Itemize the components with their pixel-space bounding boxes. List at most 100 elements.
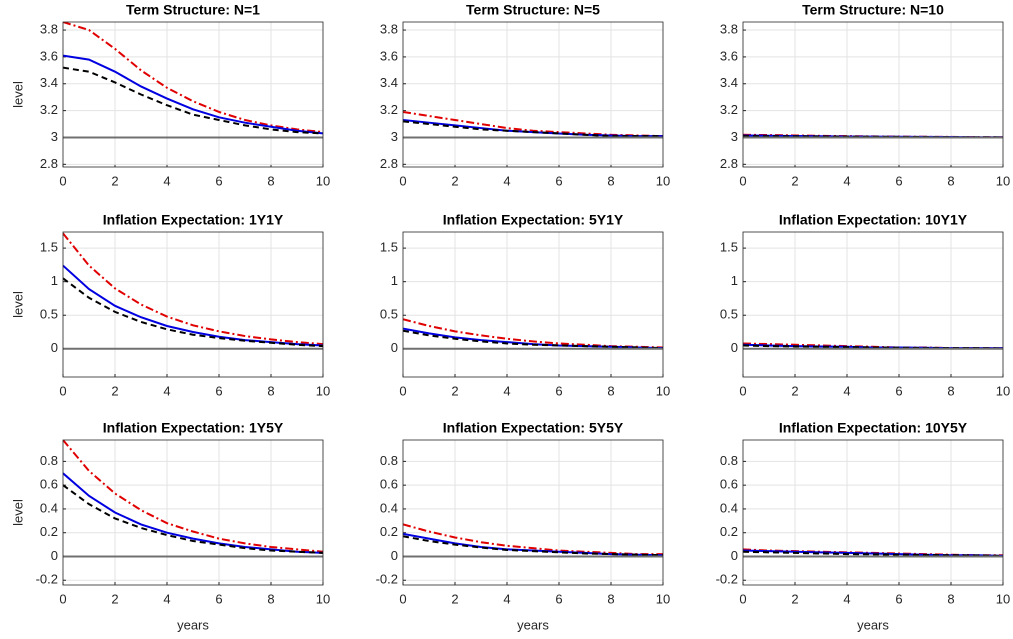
y-tick-label: 0.6 (380, 477, 398, 492)
plot-area (403, 22, 663, 167)
y-tick-label: 3.8 (380, 21, 398, 36)
plot-area (63, 22, 323, 167)
x-tick-label: 10 (656, 173, 670, 188)
y-tick-label: 0.4 (40, 500, 58, 515)
x-tick-label: 6 (555, 173, 562, 188)
y-tick-label: 0.5 (720, 307, 738, 322)
chart-title: Inflation Expectation: 1Y1Y (103, 212, 284, 228)
chart-title: Inflation Expectation: 5Y5Y (443, 420, 624, 436)
chart-title: Term Structure: N=10 (802, 2, 944, 18)
x-tick-label: 10 (316, 173, 330, 188)
y-tick-label: 3.2 (720, 102, 738, 117)
y-tick-label: 0.2 (720, 524, 738, 539)
x-tick-label: 0 (739, 173, 746, 188)
x-tick-label: 4 (503, 383, 510, 398)
y-tick-label: -0.2 (716, 572, 738, 587)
chart-title: Inflation Expectation: 5Y1Y (443, 212, 624, 228)
y-tick-label: 3.4 (380, 75, 398, 90)
plot-lines (403, 523, 663, 558)
subplot: 0 2 4 6 8 10 2.8 3 3.2 3.4 3.6 3.8 Term Structure: N… (10, 2, 330, 189)
line-series (63, 277, 323, 348)
y-tick-label: 3.4 (720, 75, 738, 90)
y-tick-label: 1.5 (720, 240, 738, 255)
y-tick-label: 0 (391, 340, 398, 355)
x-tick-label: 2 (791, 383, 798, 398)
x-tick-label: 10 (996, 383, 1010, 398)
y-tick-label: 0 (51, 548, 58, 563)
line-series (63, 484, 323, 554)
line-series (403, 535, 663, 557)
x-tick-label: 2 (451, 591, 458, 606)
x-tick-label: 0 (399, 591, 406, 606)
x-tick-label: 4 (163, 383, 170, 398)
subplot: 0 2 4 6 8 10 0 0.5 1 1.5 Inflation Expectation: 5Y… (380, 212, 670, 399)
y-tick-label: 0.2 (380, 524, 398, 539)
y-tick-label: 0.4 (380, 500, 398, 515)
x-axis-label: years (177, 617, 209, 632)
x-tick-label: 6 (895, 173, 902, 188)
plot-lines (63, 22, 323, 139)
y-tick-label: 2.8 (40, 156, 58, 171)
x-tick-label: 4 (843, 383, 850, 398)
y-tick-label: 1 (391, 273, 398, 288)
axes-box (402, 21, 664, 168)
plot-area (743, 22, 1003, 167)
x-tick-label: 4 (843, 591, 850, 606)
line-series (63, 22, 323, 134)
y-tick-label: 1.5 (40, 240, 58, 255)
x-tick-label: 10 (656, 383, 670, 398)
plot-area (63, 232, 323, 377)
y-tick-label: 3 (51, 129, 58, 144)
y-tick-label: 3.2 (380, 102, 398, 117)
y-tick-label: 3.4 (40, 75, 58, 90)
x-tick-label: 6 (895, 591, 902, 606)
x-tick-label: 10 (656, 591, 670, 606)
x-tick-label: 0 (399, 383, 406, 398)
chart-title: Inflation Expectation: 10Y1Y (779, 212, 968, 228)
x-tick-label: 10 (996, 591, 1010, 606)
y-tick-label: 3.6 (40, 48, 58, 63)
axes-box (742, 21, 1004, 168)
y-tick-label: 0.5 (380, 307, 398, 322)
y-tick-label: 0 (731, 548, 738, 563)
plot-area (403, 440, 663, 585)
y-tick-label: 3 (391, 129, 398, 144)
y-tick-label: 0.8 (380, 453, 398, 468)
y-tick-label: 0 (391, 548, 398, 563)
line-series (743, 344, 1003, 350)
plot-area (403, 232, 663, 377)
x-tick-label: 0 (739, 383, 746, 398)
y-tick-label: 3.8 (40, 21, 58, 36)
plot-lines (63, 440, 323, 558)
axes-box (742, 439, 1004, 586)
x-tick-label: 2 (791, 173, 798, 188)
x-tick-label: 0 (739, 591, 746, 606)
line-series (63, 232, 323, 346)
x-tick-label: 4 (843, 173, 850, 188)
y-axis-label: level (10, 81, 25, 108)
y-tick-label: 0.8 (720, 453, 738, 468)
y-tick-label: 2.8 (380, 156, 398, 171)
x-tick-label: 6 (555, 591, 562, 606)
x-tick-label: 0 (399, 173, 406, 188)
x-tick-label: 2 (111, 591, 118, 606)
x-tick-label: 4 (503, 591, 510, 606)
line-series (63, 66, 323, 135)
x-tick-label: 8 (267, 591, 274, 606)
x-tick-label: 8 (947, 173, 954, 188)
x-tick-label: 10 (316, 591, 330, 606)
subplot: 0 2 4 6 8 10 0 0.5 1 1.5 Inflation Expectation: 1Y… (10, 212, 330, 399)
x-tick-label: 8 (607, 383, 614, 398)
x-tick-label: 8 (267, 383, 274, 398)
subplot: 0 2 4 6 8 10 2.8 3 3.2 3.4 3.6 3.8 Term Structure: N… (720, 2, 1010, 189)
y-tick-label: 3 (731, 129, 738, 144)
x-tick-label: 0 (59, 383, 66, 398)
line-series (743, 550, 1003, 557)
plot-lines (403, 318, 663, 350)
axes-box (402, 231, 664, 378)
plot-lines (403, 110, 663, 139)
x-axis-label: years (517, 617, 549, 632)
y-tick-label: 3.8 (720, 21, 738, 36)
